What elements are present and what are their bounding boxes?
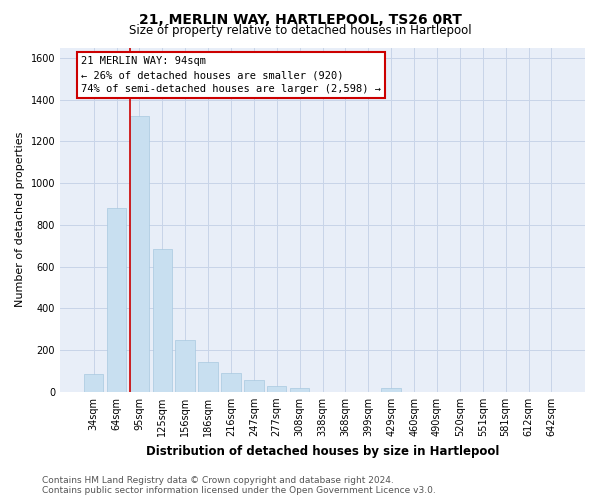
- Text: Contains HM Land Registry data © Crown copyright and database right 2024.
Contai: Contains HM Land Registry data © Crown c…: [42, 476, 436, 495]
- Bar: [382, 388, 401, 392]
- Text: Size of property relative to detached houses in Hartlepool: Size of property relative to detached ho…: [128, 24, 472, 37]
- Y-axis label: Number of detached properties: Number of detached properties: [15, 132, 25, 308]
- Bar: [84, 374, 103, 392]
- Bar: [267, 386, 286, 392]
- Bar: [107, 208, 126, 392]
- Text: 21 MERLIN WAY: 94sqm
← 26% of detached houses are smaller (920)
74% of semi-deta: 21 MERLIN WAY: 94sqm ← 26% of detached h…: [81, 56, 381, 94]
- Bar: [130, 116, 149, 392]
- Bar: [175, 340, 195, 392]
- Bar: [244, 380, 263, 392]
- Bar: [221, 374, 241, 392]
- Bar: [199, 362, 218, 392]
- Text: 21, MERLIN WAY, HARTLEPOOL, TS26 0RT: 21, MERLIN WAY, HARTLEPOOL, TS26 0RT: [139, 12, 461, 26]
- Bar: [152, 249, 172, 392]
- X-axis label: Distribution of detached houses by size in Hartlepool: Distribution of detached houses by size …: [146, 444, 499, 458]
- Bar: [290, 388, 310, 392]
